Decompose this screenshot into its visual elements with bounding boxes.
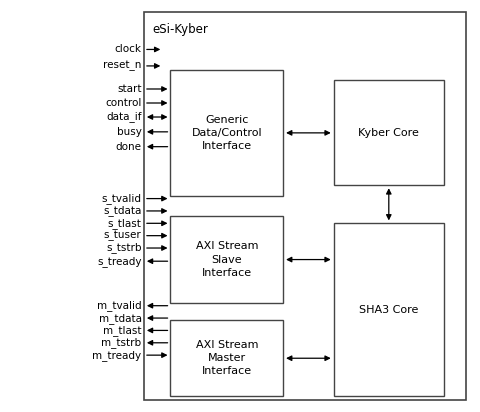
Text: busy: busy — [117, 127, 142, 137]
Text: Kyber Core: Kyber Core — [359, 128, 419, 138]
Bar — [144, 12, 466, 400]
Text: m_tready: m_tready — [93, 350, 142, 360]
Bar — [334, 223, 444, 396]
Bar — [170, 216, 283, 303]
Text: m_tstrb: m_tstrb — [101, 337, 142, 348]
Bar — [170, 320, 283, 396]
Text: clock: clock — [115, 44, 142, 54]
Text: s_tuser: s_tuser — [104, 230, 142, 241]
Text: s_tdata: s_tdata — [103, 206, 142, 216]
Text: AXI Stream
Slave
Interface: AXI Stream Slave Interface — [195, 241, 258, 278]
Text: done: done — [116, 142, 142, 152]
Text: data_if: data_if — [106, 112, 142, 122]
Text: eSi-Kyber: eSi-Kyber — [153, 23, 208, 36]
Text: s_tlast: s_tlast — [108, 218, 142, 229]
Text: m_tdata: m_tdata — [98, 313, 142, 323]
Text: AXI Stream
Master
Interface: AXI Stream Master Interface — [195, 340, 258, 377]
Text: s_tvalid: s_tvalid — [102, 193, 142, 204]
Text: m_tlast: m_tlast — [103, 325, 142, 336]
Text: Generic
Data/Control
Interface: Generic Data/Control Interface — [192, 115, 262, 151]
Text: s_tstrb: s_tstrb — [106, 243, 142, 253]
Text: s_tready: s_tready — [97, 256, 142, 267]
Text: control: control — [105, 98, 142, 108]
Text: m_tvalid: m_tvalid — [97, 300, 142, 311]
Text: reset_n: reset_n — [103, 61, 142, 71]
Text: SHA3 Core: SHA3 Core — [359, 305, 419, 315]
Bar — [170, 70, 283, 196]
Bar — [334, 80, 444, 185]
Text: start: start — [117, 84, 142, 94]
